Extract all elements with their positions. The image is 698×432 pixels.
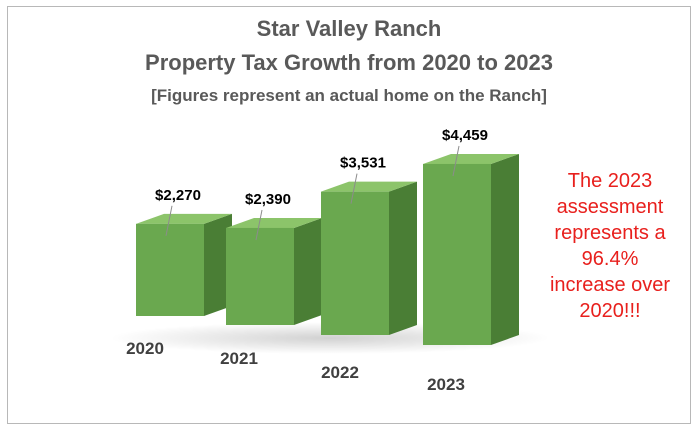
data-label: $2,390 [245, 191, 291, 208]
data-label: $2,270 [155, 187, 201, 204]
annotation-line: represents a [554, 222, 666, 244]
bar-top [423, 153, 519, 164]
bar-side [294, 217, 322, 325]
chart-caption: [Figures represent an actual home on the… [151, 86, 547, 105]
x-tick-label: 2020 [126, 339, 164, 358]
annotation-line: The 2023 [567, 170, 653, 192]
bar-top [321, 181, 417, 192]
annotation-line: 96.4% [581, 248, 639, 270]
data-label: $4,459 [442, 127, 488, 144]
bar-side [491, 153, 519, 345]
bar [226, 227, 294, 325]
data-label: $3,531 [340, 155, 386, 172]
x-tick-label: 2023 [427, 375, 465, 394]
leader-line [350, 173, 358, 204]
bar-side [389, 181, 417, 335]
annotation-line: 2020!!! [579, 300, 641, 322]
bar-top [226, 217, 322, 228]
bar-top [136, 213, 232, 224]
annotation-line: increase over [549, 274, 671, 296]
x-tick-label: 2022 [321, 363, 359, 382]
x-tick-label: 2021 [220, 349, 258, 368]
bar [423, 163, 491, 345]
leader-line [255, 209, 263, 241]
leader-line [165, 205, 173, 236]
bar [136, 223, 204, 316]
annotation-note: The 2023 assessment represents a 96.4% i… [540, 168, 680, 324]
annotation-line: assessment [556, 196, 664, 218]
bar-side [204, 213, 232, 316]
chart-title: Star Valley Ranch [256, 16, 442, 41]
chart-subtitle: Property Tax Growth from 2020 to 2023 [145, 50, 553, 75]
bar [321, 191, 389, 335]
leader-line [452, 145, 460, 177]
